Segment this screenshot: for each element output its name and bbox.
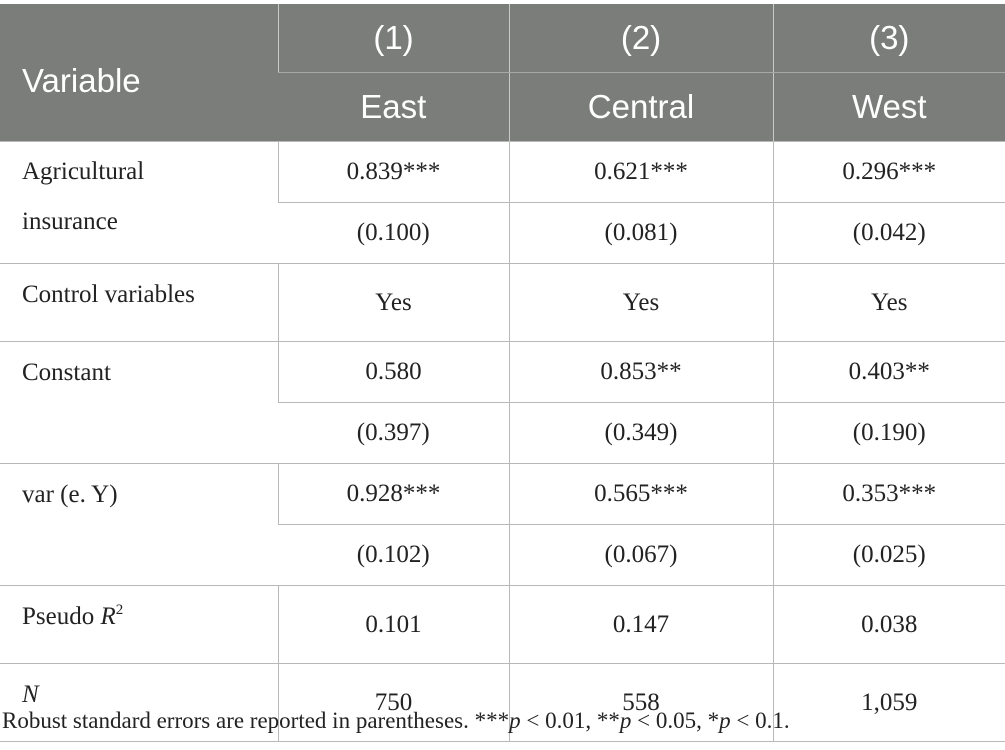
table-row: Pseudo R2 0.101 0.147 0.038 — [0, 585, 1005, 664]
table-cell: 0.580 — [277, 341, 509, 403]
column-number-1: (1) — [277, 4, 509, 73]
table-row: Constant 0.580 0.853** 0.403** — [0, 341, 1005, 464]
table-row: Agricultural insurance 0.839*** 0.621***… — [0, 141, 1005, 264]
row-label-var-ey: var (e. Y) — [0, 463, 278, 586]
table-row: (0.397) (0.349) (0.190) — [0, 402, 1005, 464]
table-cell: 0.853** — [508, 341, 773, 403]
pseudo-r2-text: Pseudo — [22, 603, 101, 630]
table-cell: 0.038 — [772, 585, 1005, 664]
column-region-west: West — [772, 72, 1005, 142]
table-row: Control variables Yes Yes Yes — [0, 263, 1005, 342]
table-row: N 750 558 1,059 — [0, 663, 1005, 742]
footnote-text: Robust standard errors are reported in p… — [2, 708, 510, 733]
table-cell: (0.102) — [278, 524, 509, 586]
table-cell: (0.397) — [278, 402, 509, 464]
row-label-control-variables: Control variables — [0, 263, 278, 342]
table-cell: (0.025) — [772, 524, 1005, 586]
table-cell: (0.042) — [772, 202, 1005, 264]
table-cell: (0.349) — [508, 402, 773, 464]
table-cell: 0.403** — [772, 341, 1005, 403]
row-label-line: insurance — [22, 208, 118, 235]
table-row: var (e. Y) 0.928*** 0.565*** 0.353*** — [0, 463, 1005, 586]
table-cell: 0.621*** — [508, 141, 773, 203]
column-region-east: East — [278, 72, 509, 142]
table-cell: (0.067) — [508, 524, 773, 586]
pseudo-r2-superscript: 2 — [115, 602, 124, 618]
table-footnote: Robust standard errors are reported in p… — [2, 708, 790, 734]
row-label-line: Agricultural — [22, 158, 145, 185]
table-cell: 0.101 — [277, 585, 509, 664]
table-cell: 0.147 — [508, 585, 773, 664]
table-cell: Yes — [508, 263, 773, 342]
table-cell: (0.081) — [508, 202, 773, 264]
footnote-p: p — [719, 708, 731, 733]
table-cell: 0.353*** — [772, 463, 1005, 525]
footnote-p: p — [619, 708, 632, 733]
table-cell: (0.100) — [278, 202, 509, 264]
table-cell: 1,059 — [772, 663, 1005, 742]
footnote-p: p — [509, 708, 521, 733]
footnote-text: < 0.1. — [730, 708, 790, 733]
table-cell: 0.839*** — [277, 141, 509, 203]
column-number-2: (2) — [508, 4, 773, 73]
column-number-3: (3) — [772, 4, 1005, 73]
row-label-pseudo-r2: Pseudo R2 — [0, 585, 278, 664]
pseudo-r2-variable: R — [100, 603, 116, 630]
row-label-constant: Constant — [0, 341, 278, 464]
table-cell: 558 — [508, 663, 773, 742]
footnote-text: < 0.05, * — [631, 708, 720, 733]
row-label-agricultural-insurance: Agricultural insurance — [0, 141, 278, 264]
regression-table: Variable (1) (2) (3) East Central West A… — [0, 4, 1005, 742]
table-cell: (0.190) — [772, 402, 1005, 464]
table-header: Variable (1) (2) (3) East Central West — [0, 4, 1005, 142]
table-cell: 750 — [277, 663, 509, 742]
table-cell: 0.565*** — [508, 463, 773, 525]
table-cell: Yes — [277, 263, 509, 342]
table-cell: 0.928*** — [277, 463, 509, 525]
table-row: (0.100) (0.081) (0.042) — [0, 202, 1005, 264]
column-region-central: Central — [508, 72, 773, 142]
variable-column-header: Variable — [0, 4, 278, 142]
row-label-n: N — [0, 663, 278, 742]
table-cell: 0.296*** — [772, 141, 1005, 203]
table-cell: Yes — [772, 263, 1005, 342]
table-row: (0.102) (0.067) (0.025) — [0, 524, 1005, 586]
footnote-text: < 0.01, ** — [520, 708, 620, 733]
